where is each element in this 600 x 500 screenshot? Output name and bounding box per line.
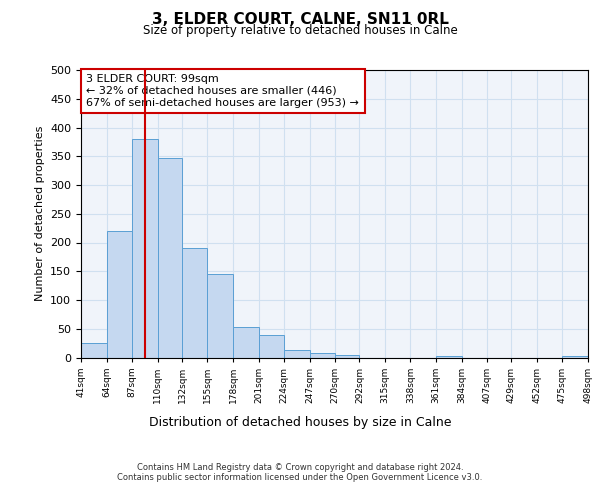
Bar	[259, 334, 284, 357]
Bar	[182, 248, 208, 358]
Text: 3 ELDER COURT: 99sqm
← 32% of detached houses are smaller (446)
67% of semi-deta: 3 ELDER COURT: 99sqm ← 32% of detached h…	[86, 74, 359, 108]
Bar	[81, 343, 107, 357]
Y-axis label: Number of detached properties: Number of detached properties	[35, 126, 44, 302]
Bar	[107, 231, 132, 358]
Bar	[436, 356, 461, 358]
Bar	[284, 350, 310, 358]
Bar	[562, 356, 588, 358]
Text: Size of property relative to detached houses in Calne: Size of property relative to detached ho…	[143, 24, 457, 37]
Bar	[158, 158, 182, 358]
Bar	[132, 139, 158, 358]
Bar	[310, 353, 335, 358]
Text: Distribution of detached houses by size in Calne: Distribution of detached houses by size …	[149, 416, 451, 429]
Bar	[208, 274, 233, 357]
Bar	[233, 327, 259, 358]
Text: 3, ELDER COURT, CALNE, SN11 0RL: 3, ELDER COURT, CALNE, SN11 0RL	[152, 12, 448, 28]
Text: Contains HM Land Registry data © Crown copyright and database right 2024.
Contai: Contains HM Land Registry data © Crown c…	[118, 463, 482, 482]
Bar	[335, 354, 359, 358]
